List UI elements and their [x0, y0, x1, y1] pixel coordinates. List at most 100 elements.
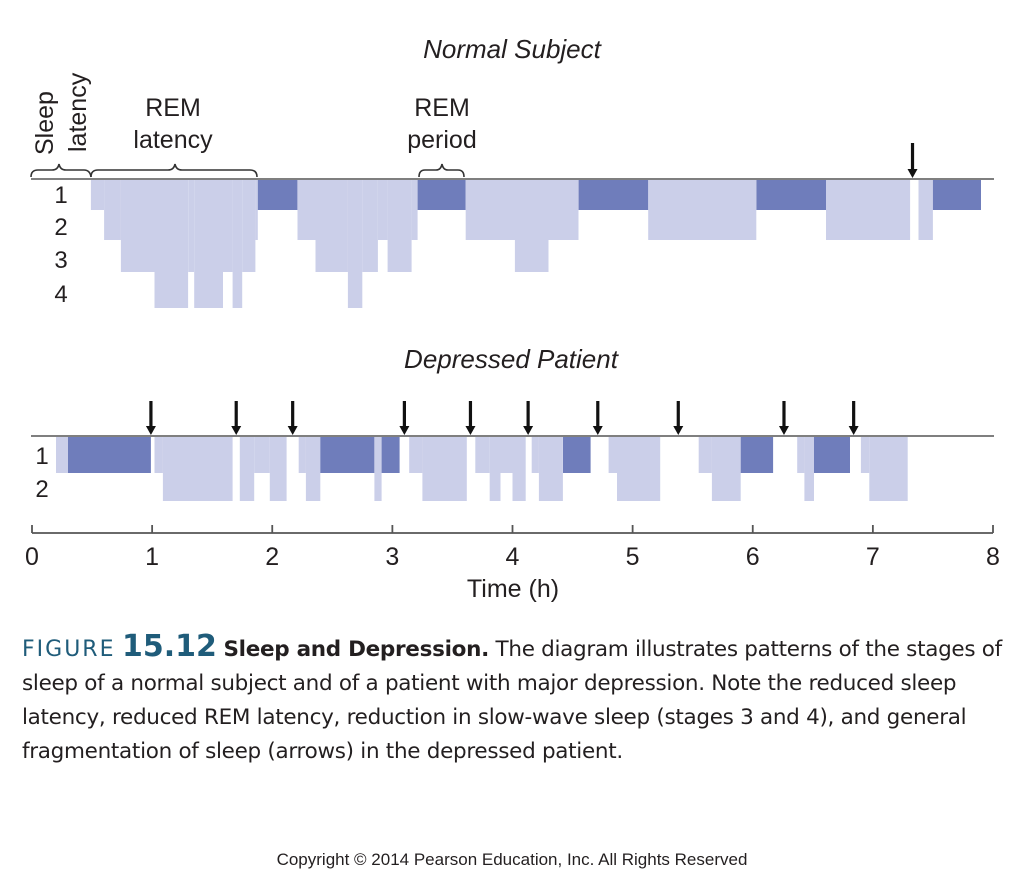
stage-label: 2 [35, 476, 48, 503]
awakening-arrow-icon [778, 401, 789, 435]
time-axis: 0 1 2 3 4 5 6 7 8 Time (h) [25, 525, 1000, 603]
awakening-arrow-icon [287, 401, 298, 435]
nrem-stage-2-segment [804, 437, 814, 501]
sleep-latency-label-line2: latency [64, 72, 92, 152]
nrem-stage-1-segment [56, 437, 68, 473]
nrem-stage-1-segment [797, 437, 805, 473]
nrem-stage-3-segment [514, 180, 549, 272]
nrem-stage-1-segment [298, 437, 306, 473]
copyright-notice: Copyright © 2014 Pearson Education, Inc.… [276, 850, 748, 869]
nrem-stage-1-segment [90, 180, 105, 210]
x-tick-label: 4 [506, 543, 520, 571]
rem-latency-label-line1: REM [145, 94, 201, 122]
nrem-stage-1-segment [254, 437, 270, 473]
rem-segment [740, 437, 774, 473]
nrem-stage-1-segment [475, 437, 490, 473]
nrem-stage-2-segment [374, 437, 382, 501]
awakening-arrow-icon [848, 401, 859, 435]
x-axis-label: Time (h) [467, 575, 559, 603]
depressed-segments [56, 437, 908, 501]
rem-latency-brace [90, 163, 258, 178]
rem-period-label-line2: period [407, 126, 477, 154]
x-tick-label: 5 [626, 543, 640, 571]
nrem-stage-2-segment [305, 437, 321, 501]
caption-body: The diagram illustrates patterns of the … [22, 637, 1002, 764]
nrem-stage-1-segment [531, 437, 539, 473]
normal-arrows [907, 143, 918, 178]
rem-segment [932, 180, 981, 210]
awakening-arrow-icon [907, 143, 918, 178]
nrem-stage-2-segment [411, 180, 418, 240]
normal-subject-chart: Normal Subject Sleep latency REM latency… [30, 34, 994, 308]
nrem-stage-2-segment [489, 437, 501, 501]
depressed-chart-title: Depressed Patient [404, 344, 620, 374]
awakening-arrow-icon [592, 401, 603, 435]
rem-segment [417, 180, 466, 210]
rem-segment [257, 180, 298, 210]
figure-word: FIGURE [22, 637, 116, 662]
nrem-stage-2-segment [239, 437, 255, 501]
nrem-stage-3-segment [188, 180, 195, 272]
nrem-stage-4-segment [154, 180, 189, 308]
nrem-stage-2-segment [548, 180, 579, 240]
x-tick-label: 7 [866, 543, 880, 571]
depressed-patient-chart: Depressed Patient 1 2 [31, 344, 994, 503]
normal-stage-labels: 1 2 3 4 [54, 182, 67, 308]
nrem-stage-1-segment [608, 437, 617, 473]
nrem-stage-2-segment [104, 180, 121, 240]
nrem-stage-4-segment [194, 180, 223, 308]
awakening-arrow-icon [673, 401, 684, 435]
figure-number: 15.12 [122, 629, 217, 664]
stage-label: 1 [35, 443, 48, 470]
nrem-stage-4-segment [232, 180, 243, 308]
nrem-stage-1-segment [698, 437, 712, 473]
x-tick-label: 6 [746, 543, 760, 571]
nrem-stage-2-segment [378, 180, 388, 240]
stage-label: 3 [54, 247, 67, 274]
nrem-stage-2-segment [255, 180, 258, 240]
figure-caption: FIGURE 15.12 Sleep and Depression. The d… [22, 630, 1002, 769]
nrem-stage-2-segment [269, 437, 287, 501]
depressed-stage-labels: 1 2 [35, 443, 48, 503]
figure-title: Sleep and Depression. [223, 637, 489, 662]
nrem-stage-3-segment [315, 180, 348, 272]
normal-segments [90, 180, 981, 308]
nrem-stage-3-segment [120, 180, 155, 272]
nrem-stage-3-segment [362, 180, 378, 272]
nrem-stage-1-segment [154, 437, 163, 473]
nrem-stage-2-segment [162, 437, 233, 501]
rem-segment [756, 180, 827, 210]
sleep-latency-label-line1: Sleep [31, 91, 59, 155]
nrem-stage-3-segment [387, 180, 412, 272]
nrem-stage-1-segment [500, 437, 513, 473]
nrem-stage-1-segment [409, 437, 423, 473]
awakening-arrow-icon [231, 401, 242, 435]
nrem-stage-2-segment [711, 437, 741, 501]
normal-chart-title: Normal Subject [423, 34, 603, 64]
stage-label: 4 [54, 281, 67, 308]
stage-label: 1 [54, 182, 67, 209]
nrem-stage-3-segment [223, 180, 233, 272]
rem-period-brace [418, 163, 465, 178]
x-axis-ticks: 0 1 2 3 4 5 6 7 8 [25, 525, 1000, 571]
x-tick-label: 2 [265, 543, 279, 571]
sleep-hypnogram-figure: Normal Subject Sleep latency REM latency… [25, 34, 1000, 603]
nrem-stage-2-segment [422, 437, 467, 501]
stage-label: 2 [54, 214, 67, 241]
nrem-stage-3-segment [242, 180, 256, 272]
rem-period-label-line1: REM [414, 94, 470, 122]
x-tick-label: 0 [25, 543, 39, 571]
nrem-stage-2-segment [826, 180, 911, 240]
nrem-stage-4-segment [347, 180, 363, 308]
nrem-stage-2-segment [918, 180, 933, 240]
nrem-stage-2-segment [512, 437, 526, 501]
nrem-stage-2-segment [297, 180, 316, 240]
nrem-stage-2-segment [869, 437, 908, 501]
rem-segment [381, 437, 400, 473]
nrem-stage-2-segment [617, 437, 661, 501]
x-tick-label: 1 [145, 543, 159, 571]
x-tick-label: 8 [986, 543, 1000, 571]
awakening-arrow-icon [145, 401, 156, 435]
rem-segment [563, 437, 591, 473]
nrem-stage-2-segment [465, 180, 515, 240]
